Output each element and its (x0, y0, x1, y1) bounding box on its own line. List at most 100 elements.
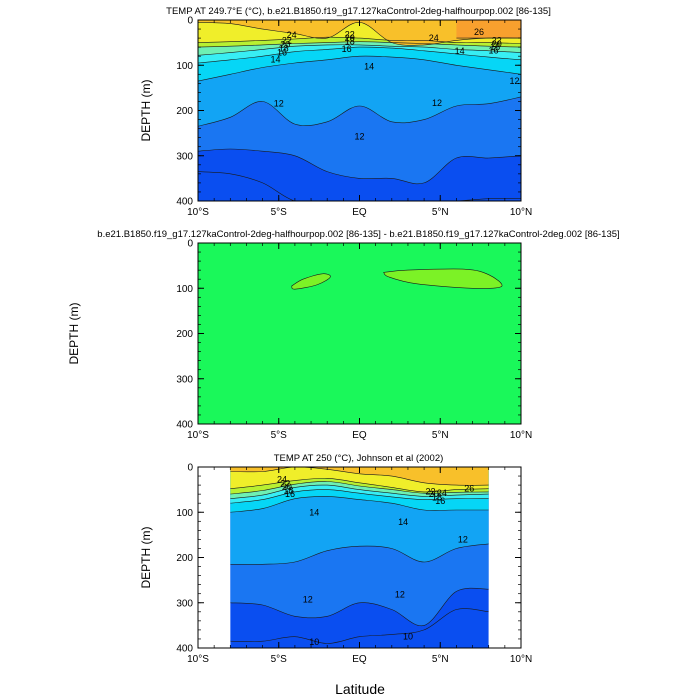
isotherm-22 (230, 477, 489, 493)
x-tick-label: 5°N (432, 654, 449, 665)
contour-label: 12 (303, 595, 313, 605)
contour-label: 10 (309, 637, 319, 647)
isotherm-24 (230, 467, 489, 486)
x-tick-label: 5°S (271, 207, 288, 218)
contour-label: 26 (474, 27, 484, 37)
panel-1-model-temp: 2422201816142220181614242622201816141212… (139, 6, 551, 218)
contour-label: 26 (464, 484, 474, 494)
isotherm-20 (230, 481, 489, 495)
y-tick-label: 100 (176, 284, 193, 295)
x-tick-label: 10°N (510, 654, 532, 665)
y-tick-label: 300 (176, 151, 193, 162)
x-tick-label: 10°S (187, 430, 209, 441)
isotherm-8 (198, 171, 521, 201)
y-tick-label: 400 (176, 420, 193, 431)
x-tick-label: 10°N (510, 430, 532, 441)
contour-label: 22 (345, 29, 355, 39)
contour-label: 20 (280, 39, 290, 49)
contour-label: 16 (277, 48, 287, 58)
contour-label: 14 (271, 54, 281, 64)
contour-label: 24 (429, 33, 439, 43)
contour-label: 24 (277, 475, 287, 485)
isotherm-10 (230, 587, 489, 627)
contour-label: 16 (285, 489, 295, 499)
isotherm-16 (230, 489, 489, 504)
isotherm-14 (230, 496, 489, 513)
y-tick-label: 400 (176, 644, 193, 655)
y-tick-label: 0 (187, 16, 193, 27)
contour-label: 22 (426, 486, 436, 496)
contour-label: 24 (437, 488, 447, 498)
contour-label: 12 (458, 534, 468, 544)
x-tick-label: EQ (352, 207, 367, 218)
isotherm-12 (198, 96, 521, 127)
y-tick-label: 300 (176, 374, 193, 385)
x-tick-label: 10°N (510, 207, 532, 218)
y-axis-title: DEPTH (m) (67, 303, 81, 365)
contour-label: 12 (510, 76, 520, 86)
x-tick-label: 10°S (187, 207, 209, 218)
contour-label: 24 (287, 30, 297, 40)
isotherm-8 (230, 608, 489, 644)
contour-label: 22 (492, 35, 502, 45)
contour-label: 18 (345, 37, 355, 47)
contour-fill-layer (230, 467, 489, 648)
chart-title: TEMP AT 250 (°C), Johnson et al (2002) (274, 453, 444, 464)
y-tick-label: 200 (176, 553, 193, 564)
contour-label: 12 (354, 132, 364, 142)
y-axis-title: DEPTH (m) (139, 80, 153, 142)
contour-label: 10 (403, 632, 413, 642)
contour-label: 16 (489, 45, 499, 55)
y-axis-title: DEPTH (m) (139, 527, 153, 589)
x-tick-label: EQ (352, 654, 367, 665)
positive-difference-region (291, 273, 331, 290)
chart-title: TEMP AT 249.7°E (°C), b.e21.B1850.f19_g1… (166, 6, 551, 17)
isotherm-10 (198, 148, 521, 185)
x-tick-label: 5°N (432, 207, 449, 218)
fill-band-26 (456, 20, 521, 39)
y-tick-label: 0 (187, 463, 193, 474)
y-tick-label: 100 (176, 61, 193, 72)
x-tick-label: 5°S (271, 654, 288, 665)
isotherm-18 (198, 44, 521, 56)
y-tick-label: 400 (176, 197, 193, 208)
contour-label: 20 (492, 39, 502, 49)
isotherm-12 (230, 543, 489, 565)
y-tick-label: 200 (176, 329, 193, 340)
contour-label: 14 (309, 507, 319, 517)
contour-fill-layer (198, 20, 521, 201)
fill-band-24 (198, 20, 521, 46)
y-tick-label: 300 (176, 598, 193, 609)
y-tick-label: 100 (176, 508, 193, 519)
fill-band-24 (230, 467, 489, 486)
isotherm-18 (230, 484, 489, 499)
isotherm-22 (198, 36, 521, 44)
contour-label: 14 (364, 62, 374, 72)
contour-label: 22 (280, 478, 290, 488)
contour-label: 12 (274, 99, 284, 109)
contour-label: 12 (395, 590, 405, 600)
x-tick-label: EQ (352, 430, 367, 441)
contour-label: 12 (432, 98, 442, 108)
contour-label: 20 (429, 489, 439, 499)
contour-label: 14 (398, 517, 408, 527)
y-tick-label: 200 (176, 106, 193, 117)
contour-label: 16 (435, 496, 445, 506)
isotherm-16 (198, 46, 521, 64)
contour-label: 20 (282, 482, 292, 492)
positive-difference-region (383, 268, 503, 289)
contour-label: 18 (432, 492, 442, 502)
x-tick-label: 10°S (187, 654, 209, 665)
x-tick-label: 5°N (432, 430, 449, 441)
contour-label: 16 (342, 44, 352, 54)
x-tick-label: 5°S (271, 430, 288, 441)
isotherm-20 (198, 41, 521, 48)
contour-label: 22 (282, 35, 292, 45)
x-axis-title: Latitude (335, 681, 385, 697)
isotherm-14 (198, 55, 521, 82)
panel-2-difference: 10°S 5°S EQ 5°N 10°N 0 100 200 300 400 b.e21.B1850… (67, 229, 620, 441)
contour-label: 18 (279, 44, 289, 54)
contour-label: 18 (283, 486, 293, 496)
